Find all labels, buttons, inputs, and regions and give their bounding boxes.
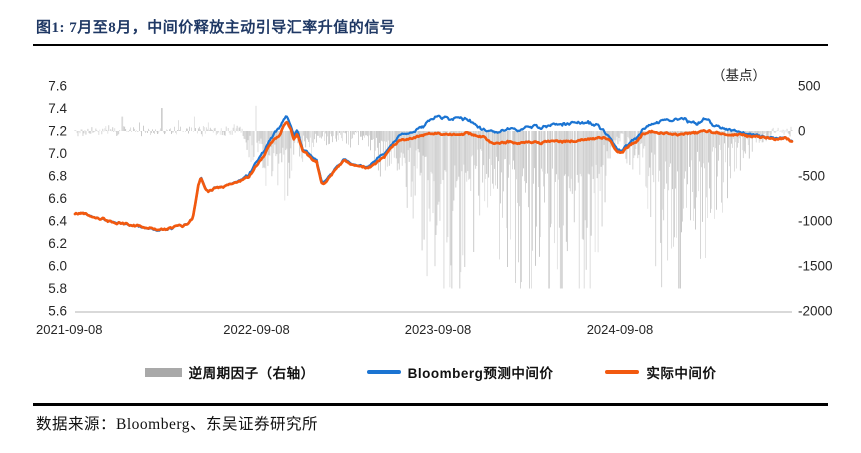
x-axis-tick-label: 2023-09-08: [405, 322, 472, 337]
y-left-tick-label: 6.0: [48, 259, 67, 274]
legend-label-ccf: 逆周期因子（右轴）: [188, 366, 315, 381]
legend-item-ccf: 逆周期因子（右轴）: [144, 362, 315, 382]
actual-line: [73, 120, 794, 232]
x-axis-tick-label: 2021-09-08: [36, 322, 103, 337]
right-axis-unit-label: （基点）: [712, 67, 766, 83]
y-left-tick-label: 7.0: [48, 146, 67, 161]
y-left-tick-label: 7.2: [48, 124, 67, 139]
legend-label-forecast: Bloomberg预测中间价: [407, 366, 554, 381]
figure-title: 图1: 7月至8月，中间价释放主动引导汇率升值的信号: [36, 20, 396, 36]
chart-legend: 逆周期因子（右轴） Bloomberg预测中间价 实际中间价: [0, 362, 861, 382]
legend-label-actual: 实际中间价: [646, 366, 717, 381]
x-axis-tick-label: 2022-09-08: [223, 322, 290, 337]
gray-bar-swatch-icon: [144, 367, 182, 377]
y-right-tick-label: -1000: [798, 214, 833, 229]
y-left-tick-label: 7.4: [48, 101, 67, 116]
legend-item-actual: 实际中间价: [605, 362, 716, 382]
footer-divider: [33, 403, 828, 406]
y-left-tick-label: 6.2: [48, 236, 67, 251]
title-divider: [33, 44, 828, 46]
data-source-note: 数据来源：Bloomberg、东吴证券研究所: [36, 416, 318, 433]
blue-line-swatch-icon: [366, 370, 401, 374]
y-right-tick-label: -1500: [798, 259, 833, 274]
y-right-tick-label: 0: [798, 124, 806, 139]
y-right-tick-label: 500: [798, 79, 821, 94]
y-right-tick-label: -500: [798, 169, 825, 184]
y-right-tick-label: -2000: [798, 304, 833, 319]
y-left-tick-label: 5.8: [48, 281, 67, 296]
y-left-tick-label: 5.6: [48, 304, 67, 319]
y-left-tick-label: 7.6: [48, 79, 67, 94]
y-left-tick-label: 6.8: [48, 169, 67, 184]
legend-item-forecast: Bloomberg预测中间价: [366, 362, 554, 382]
orange-line-swatch-icon: [605, 370, 640, 374]
y-left-tick-label: 6.6: [48, 191, 67, 206]
x-axis-tick-label: 2024-09-08: [587, 322, 654, 337]
ccf-bars-series: [74, 105, 793, 289]
y-left-tick-label: 6.4: [48, 214, 67, 229]
